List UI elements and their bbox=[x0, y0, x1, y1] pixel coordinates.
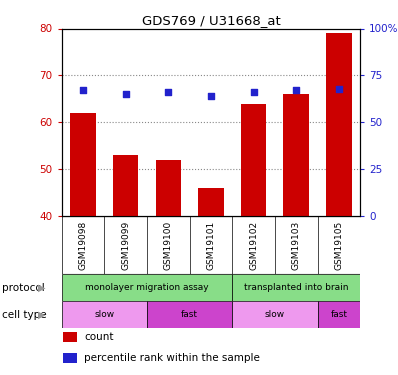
Bar bbox=[198, 188, 224, 216]
Text: monolayer migration assay: monolayer migration assay bbox=[85, 283, 209, 292]
Point bbox=[123, 91, 129, 97]
Text: count: count bbox=[84, 332, 113, 342]
Bar bbox=[63, 333, 76, 342]
Point bbox=[80, 87, 86, 93]
Text: GSM19101: GSM19101 bbox=[207, 220, 215, 270]
Text: percentile rank within the sample: percentile rank within the sample bbox=[84, 353, 260, 363]
Bar bbox=[326, 33, 352, 216]
Title: GDS769 / U31668_at: GDS769 / U31668_at bbox=[142, 14, 280, 27]
Bar bbox=[318, 301, 360, 328]
Text: GSM19098: GSM19098 bbox=[78, 220, 88, 270]
Text: ▶: ▶ bbox=[38, 310, 45, 320]
Text: slow: slow bbox=[265, 310, 285, 319]
Text: GSM19103: GSM19103 bbox=[292, 220, 301, 270]
Text: GSM19102: GSM19102 bbox=[249, 220, 258, 270]
Text: GSM19099: GSM19099 bbox=[121, 220, 130, 270]
Point bbox=[208, 93, 214, 99]
Text: slow: slow bbox=[94, 310, 114, 319]
Bar bbox=[113, 155, 139, 216]
Text: GSM19100: GSM19100 bbox=[164, 220, 173, 270]
Point bbox=[336, 86, 342, 92]
Point bbox=[293, 87, 299, 93]
Bar bbox=[147, 301, 232, 328]
Bar bbox=[156, 160, 181, 216]
Bar bbox=[241, 104, 266, 216]
Text: cell type: cell type bbox=[2, 310, 47, 320]
Bar bbox=[62, 301, 147, 328]
Point bbox=[250, 89, 257, 95]
Text: protocol: protocol bbox=[2, 283, 45, 292]
Bar bbox=[283, 94, 309, 216]
Text: transplanted into brain: transplanted into brain bbox=[244, 283, 349, 292]
Bar bbox=[232, 274, 360, 301]
Text: ▶: ▶ bbox=[38, 283, 45, 292]
Text: fast: fast bbox=[181, 310, 198, 319]
Bar bbox=[63, 353, 76, 363]
Bar bbox=[70, 113, 96, 216]
Text: GSM19105: GSM19105 bbox=[334, 220, 343, 270]
Bar bbox=[62, 274, 232, 301]
Point bbox=[165, 89, 172, 95]
Text: fast: fast bbox=[330, 310, 347, 319]
Bar bbox=[232, 301, 318, 328]
